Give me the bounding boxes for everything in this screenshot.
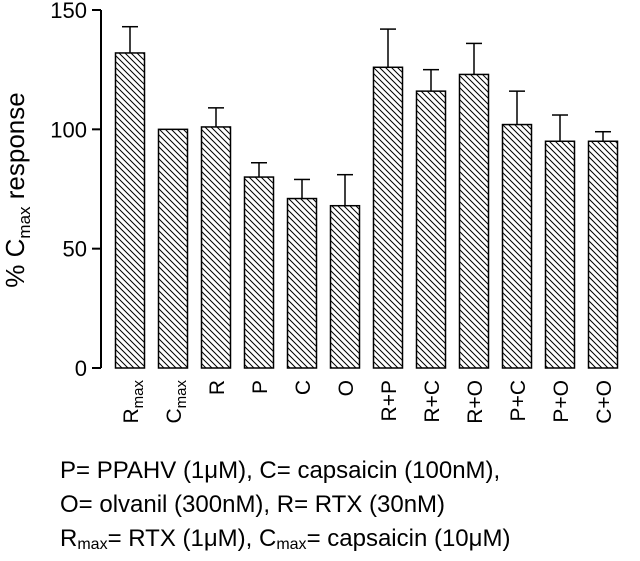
x-tick-label: R+C (421, 380, 444, 423)
bar (243, 176, 275, 369)
x-tick-label: P+O (550, 380, 573, 423)
legend-capsaicin-text: = capsaicin (10μM) (306, 525, 511, 552)
legend-cmax-sub: max (276, 536, 307, 553)
bar (286, 197, 318, 369)
bar (415, 90, 447, 369)
y-tick-label: 150 (50, 0, 87, 23)
x-tick-label: Cmax (163, 380, 190, 424)
bar (329, 204, 361, 369)
bar (372, 66, 404, 369)
x-tick-label: P+C (507, 380, 530, 421)
legend-rtx-text: = RTX (1μM), C (107, 525, 277, 552)
bar-chart: 0 50 100 150 Rmax Cmax R P C O R+P R+C R+O P+C P+O C+O… (0, 0, 619, 424)
error-bars (122, 25, 611, 206)
x-tick-label: C (292, 380, 315, 395)
bars (114, 52, 619, 369)
bar (458, 73, 490, 369)
x-tick-label: R+P (378, 380, 401, 421)
x-tick-label: R (206, 380, 229, 395)
legend-rmax-sub: max (77, 536, 108, 553)
y-tick-label: 100 (50, 117, 87, 142)
x-tick-label: Rmax (120, 380, 147, 424)
bar (200, 126, 232, 369)
x-tick-label: C+O (593, 380, 616, 424)
legend-rmax-label: R (60, 525, 78, 552)
legend-line-3: Rmax= RTX (1μM), Cmax= capsaicin (10μM) (60, 526, 510, 558)
y-axis-label-sub: max (15, 206, 34, 239)
y-axis-label: % Cmax response (0, 92, 34, 287)
legend-line-2: O= olvanil (300nM), R= RTX (30nM) (60, 491, 446, 518)
y-tick-label: 50 (63, 237, 87, 262)
bar (544, 140, 576, 369)
x-tick-label: O (335, 380, 358, 396)
bar (587, 140, 619, 369)
x-tick-labels: Rmax Cmax R P C O R+P R+C R+O P+C P+O C+O (120, 380, 616, 424)
y-axis-label-main: % C (0, 239, 30, 288)
bar (501, 123, 533, 369)
bar (114, 52, 146, 369)
y-axis-label-suffix: response (0, 92, 30, 206)
x-tick-label: R+O (464, 380, 487, 424)
y-axis: 0 50 100 150 (50, 0, 102, 381)
x-tick-label: P (249, 380, 272, 394)
bar (157, 128, 189, 369)
y-tick-label: 0 (75, 356, 87, 381)
legend-line-1: P= PPAHV (1μM), C= capsaicin (100nM), (60, 457, 501, 484)
